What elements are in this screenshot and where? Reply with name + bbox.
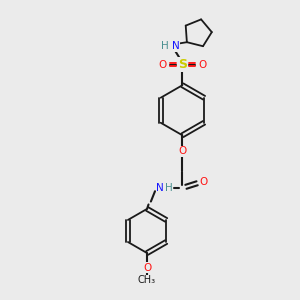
- Text: S: S: [178, 58, 187, 71]
- Text: N: N: [156, 183, 164, 193]
- Text: O: O: [178, 146, 187, 157]
- Text: O: O: [143, 263, 151, 273]
- Text: N: N: [172, 41, 179, 51]
- Text: H: H: [161, 41, 169, 51]
- Text: CH₃: CH₃: [138, 275, 156, 285]
- Text: O: O: [200, 177, 208, 187]
- Text: H: H: [165, 183, 172, 193]
- Text: O: O: [198, 60, 206, 70]
- Text: O: O: [158, 60, 167, 70]
